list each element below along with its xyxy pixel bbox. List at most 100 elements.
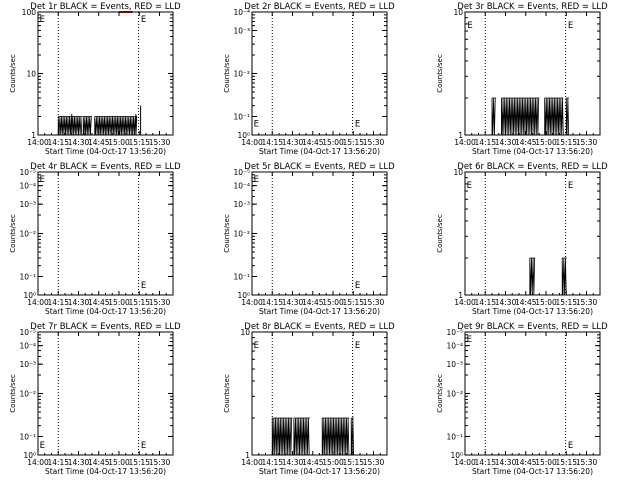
x-axis-label: Start Time (04-Oct-17 13:56:20): [472, 307, 593, 316]
x-tick-label: 14:15: [474, 458, 496, 467]
x-tick-label: 14:15: [261, 138, 283, 147]
y-tick-label: 10⁻⁵: [446, 328, 463, 337]
y-tick-label: 10⁻¹: [233, 112, 250, 121]
x-tick-label: 14:15: [261, 458, 283, 467]
e-marker: E: [355, 281, 360, 291]
x-tick-label: 14:00: [454, 138, 476, 147]
y-tick-label: 10: [26, 70, 36, 79]
x-tick-label: 14:15: [474, 298, 496, 307]
x-axis-label: Start Time (04-Oct-17 13:56:20): [45, 467, 166, 476]
chart-panel-7: Det 7r BLACK = Events, RED = LLD14:0014:…: [9, 322, 181, 476]
y-axis-label: Counts/sec: [9, 54, 17, 93]
x-tick-label: 14:00: [454, 458, 476, 467]
y-tick-label: 1: [458, 131, 463, 140]
e-marker: E: [467, 181, 472, 191]
x-tick-label: 15:30: [149, 458, 171, 467]
y-tick-label: 10⁻¹: [19, 272, 36, 281]
x-tick-label: 14:30: [495, 298, 517, 307]
e-marker: E: [254, 175, 259, 185]
y-tick-label: 10⁻²: [446, 390, 463, 399]
chart-panel-8: Det 8r BLACK = Events, RED = LLD14:0014:…: [223, 322, 395, 476]
x-tick-label: 14:00: [454, 298, 476, 307]
y-tick-label: 10⁻⁴: [19, 342, 36, 351]
e-marker: E: [254, 119, 259, 129]
chart-title: Det 2r BLACK = Events, RED = LLD: [244, 2, 395, 12]
x-tick-label: 15:00: [108, 458, 130, 467]
y-tick-label: 10⁻³: [446, 360, 463, 369]
x-axis-label: Start Time (04-Oct-17 13:56:20): [259, 147, 380, 156]
y-tick-label: 10⁻³: [19, 200, 36, 209]
chart-title: Det 5r BLACK = Events, RED = LLD: [244, 162, 395, 172]
events-series-segment: [82, 116, 92, 136]
x-tick-label: 15:15: [128, 138, 150, 147]
y-axis-label: Counts/sec: [9, 374, 17, 413]
x-tick-label: 14:15: [261, 298, 283, 307]
y-tick-label: 10⁰: [237, 131, 250, 140]
x-tick-label: 14:45: [515, 138, 537, 147]
y-tick-label: 10⁻¹: [446, 432, 463, 441]
y-tick-label: 10⁻⁵: [19, 168, 36, 177]
y-tick-label: 1: [245, 451, 250, 460]
y-tick-label: 1: [458, 291, 463, 300]
y-tick-label: 10⁰: [450, 451, 463, 460]
x-tick-label: 14:45: [515, 458, 537, 467]
y-axis-label: Counts/sec: [223, 214, 231, 253]
y-tick-label: 10⁻²: [19, 230, 36, 239]
x-tick-label: 14:15: [47, 298, 69, 307]
chart-title: Det 9r BLACK = Events, RED = LLD: [457, 322, 608, 332]
e-marker: E: [141, 441, 146, 451]
x-tick-label: 14:30: [68, 298, 90, 307]
events-series-segment: [561, 257, 567, 296]
chart-panel-6: Det 6r BLACK = Events, RED = LLD14:0014:…: [436, 162, 608, 316]
y-tick-label: 10: [453, 168, 463, 177]
x-tick-label: 15:00: [322, 458, 344, 467]
x-tick-label: 15:00: [535, 458, 557, 467]
events-series-segment: [57, 116, 83, 136]
events-series-segment: [565, 97, 570, 136]
y-axis-label: Counts/sec: [223, 374, 231, 413]
e-marker: E: [40, 15, 45, 25]
events-series-segment: [529, 257, 536, 296]
x-tick-label: 15:15: [128, 298, 150, 307]
events-series-segment: [94, 116, 138, 136]
x-tick-label: 15:15: [342, 458, 364, 467]
x-tick-label: 14:30: [68, 138, 90, 147]
x-tick-label: 14:30: [495, 138, 517, 147]
x-tick-label: 14:45: [88, 298, 110, 307]
x-tick-label: 14:45: [302, 298, 324, 307]
x-tick-label: 14:30: [282, 458, 304, 467]
x-tick-label: 14:00: [241, 458, 263, 467]
chart-title: Det 1r BLACK = Events, RED = LLD: [30, 2, 181, 12]
y-tick-label: 100: [22, 8, 37, 17]
x-tick-label: 14:00: [241, 138, 263, 147]
x-tick-label: 14:15: [474, 138, 496, 147]
events-series-segment: [321, 417, 350, 456]
y-tick-label: 10⁰: [23, 291, 36, 300]
y-tick-label: 10⁻³: [19, 360, 36, 369]
x-tick-label: 15:30: [363, 138, 385, 147]
y-tick-label: 10⁻²: [19, 390, 36, 399]
x-tick-label: 14:30: [495, 458, 517, 467]
chart-panel-1: Det 1r BLACK = Events, RED = LLD14:0014:…: [9, 2, 181, 156]
x-tick-label: 15:15: [555, 138, 577, 147]
y-tick-label: 10⁻¹: [233, 272, 250, 281]
e-marker: E: [141, 281, 146, 291]
events-series-segment: [293, 417, 311, 456]
x-axis-label: Start Time (04-Oct-17 13:56:20): [259, 307, 380, 316]
x-tick-label: 15:15: [342, 298, 364, 307]
events-series-segment: [501, 97, 540, 136]
chart-panel-4: Det 4r BLACK = Events, RED = LLD14:0014:…: [9, 162, 181, 316]
y-axis-label: Counts/sec: [223, 54, 231, 93]
x-tick-label: 15:00: [322, 138, 344, 147]
x-tick-label: 15:30: [363, 298, 385, 307]
y-tick-label: 10: [240, 328, 250, 337]
x-tick-label: 15:15: [342, 138, 364, 147]
e-marker: E: [467, 335, 472, 345]
y-tick-label: 10⁻⁵: [233, 168, 250, 177]
chart-panel-9: Det 9r BLACK = Events, RED = LLD14:0014:…: [436, 322, 608, 476]
chart-title: Det 7r BLACK = Events, RED = LLD: [30, 322, 181, 332]
x-axis-label: Start Time (04-Oct-17 13:56:20): [472, 467, 593, 476]
events-series-segment: [491, 97, 497, 136]
x-axis-label: Start Time (04-Oct-17 13:56:20): [45, 307, 166, 316]
y-tick-label: 10⁻⁴: [233, 182, 250, 191]
